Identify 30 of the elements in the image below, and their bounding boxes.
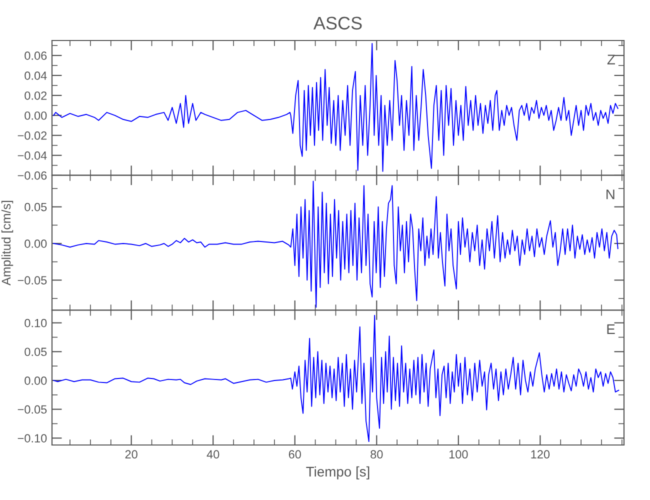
y-tick-label: −0.02 [18, 131, 47, 140]
x-tick-label: 80 [370, 450, 383, 459]
y-tick-label: −0.05 [18, 276, 47, 285]
chart-title: ASCS [313, 16, 362, 30]
x-tick-label: 20 [125, 450, 138, 459]
x-axis-title: Tiempo [s] [306, 466, 370, 480]
y-tick-label: 0.05 [24, 348, 47, 356]
annotation: N [606, 190, 614, 200]
y-tick-label: −0.10 [18, 434, 47, 442]
x-tick-label: 100 [449, 450, 468, 459]
line-series [53, 314, 620, 442]
x-tick-label: 120 [531, 450, 550, 459]
y-tick-label: 0.00 [24, 240, 47, 248]
y-tick-label: 0.00 [24, 376, 47, 385]
y-tick-label: −0.05 [18, 405, 47, 414]
annotation: Z [607, 54, 615, 64]
x-tick-label: 40 [206, 450, 220, 459]
y-tick-label: −0.04 [18, 151, 47, 160]
y-tick-label: 0.04 [24, 71, 47, 80]
y-tick-label: 0.05 [24, 202, 47, 212]
line-series [53, 43, 618, 172]
y-axis-title: Amplitud [cm/s] [1, 200, 14, 286]
y-tick-label: 0.02 [24, 91, 47, 100]
y-tick-label: −0.06 [18, 171, 47, 180]
x-tick-label: 60 [288, 450, 301, 459]
annotation: E [607, 324, 615, 334]
y-tick-label: 0.10 [24, 318, 47, 328]
y-tick-label: 0.00 [24, 111, 47, 120]
line-series [53, 180, 618, 308]
y-tick-label: 0.06 [24, 52, 47, 60]
